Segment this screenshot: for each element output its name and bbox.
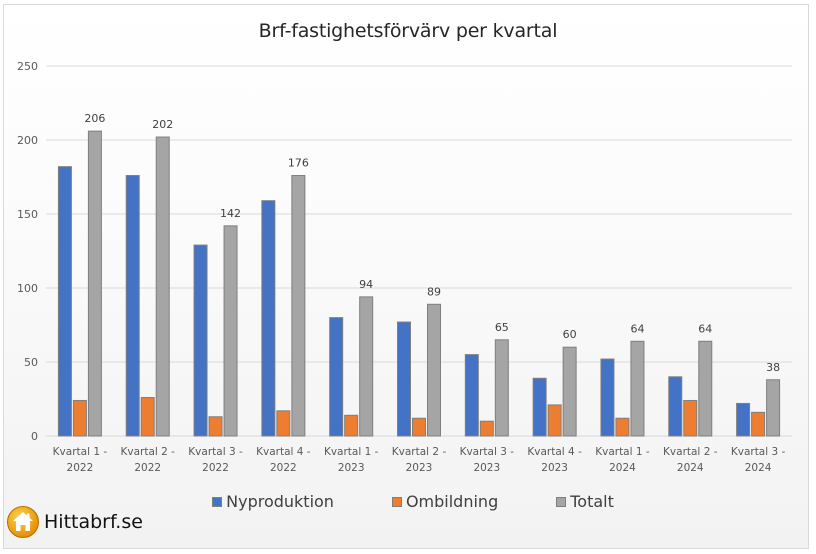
bar-nyproduktion (261, 200, 276, 437)
bar-totalt (630, 340, 645, 437)
bar-ombildning (412, 417, 426, 437)
bar-ombildning (276, 410, 291, 437)
legend-swatch (212, 496, 223, 507)
x-tick-label: 2023 (406, 462, 433, 474)
x-tick-label: Kvartal 2 - (663, 446, 718, 458)
house-icon (7, 506, 39, 538)
legend-item-ombildning: Ombildning (391, 492, 499, 511)
x-tick-label: 2022 (67, 462, 94, 474)
legend-swatch (391, 496, 402, 507)
data-label: 89 (427, 285, 441, 298)
bar-ombildning (683, 399, 698, 437)
x-tick-label: 2024 (677, 462, 704, 474)
y-tick-label: 0 (31, 430, 38, 443)
bar-nyproduktion (532, 377, 547, 437)
bar-ombildning (72, 399, 87, 437)
x-tick-label: 2022 (270, 462, 297, 474)
bar-nyproduktion (193, 244, 208, 437)
y-axis-ticks: 0 50 100 150 200 250 (17, 60, 38, 443)
bar-totalt (766, 379, 781, 437)
bar-nyproduktion (329, 317, 344, 437)
bar-ombildning (751, 411, 766, 437)
bar-nyproduktion (57, 166, 72, 437)
bar-ombildning (615, 417, 630, 437)
bar-nyproduktion (397, 321, 411, 437)
legend-swatch (556, 496, 567, 507)
bar-totalt (494, 339, 509, 437)
data-label: 202 (152, 118, 173, 131)
data-label: 38 (766, 361, 780, 374)
bar-ombildning (208, 416, 223, 437)
x-tick-label: 2022 (134, 462, 161, 474)
bar-totalt (698, 340, 713, 437)
legend-item-totalt: Totalt (556, 492, 614, 511)
brand-logo: Hittabrf.se (6, 505, 143, 539)
x-axis-categories: Kvartal 1 - 2022 Kvartal 2 - 2022 Kvartal 3 … (53, 446, 786, 474)
x-tick-label: Kvartal 3 - (731, 446, 786, 458)
brand-name: Hittabrf.se (44, 511, 143, 533)
x-tick-label: 2023 (541, 462, 568, 474)
x-tick-label: 2023 (473, 462, 500, 474)
legend-label: Nyproduktion (226, 492, 334, 511)
bar-totalt (87, 130, 102, 437)
x-tick-label: Kvartal 4 - (256, 446, 311, 458)
data-label: 176 (288, 157, 309, 170)
chart-title: Brf-fastighetsförvärv per kvartal (258, 20, 558, 42)
x-tick-label: Kvartal 1 - (53, 446, 108, 458)
data-label: 206 (84, 112, 105, 125)
y-tick-label: 100 (17, 282, 38, 295)
data-label: 65 (495, 321, 509, 334)
legend-item-nyproduktion: Nyproduktion (212, 492, 334, 511)
data-label: 94 (359, 278, 373, 291)
bar-totalt (291, 175, 306, 437)
y-tick-label: 50 (24, 356, 38, 369)
x-tick-label: Kvartal 4 - (527, 446, 582, 458)
legend-label: Ombildning (405, 492, 499, 511)
bars (57, 130, 781, 437)
legend-label: Totalt (570, 492, 614, 511)
data-label: 142 (220, 207, 241, 220)
x-tick-label: Kvartal 2 - (120, 446, 175, 458)
x-tick-label: Kvartal 3 - (460, 446, 515, 458)
legend: Nyproduktion Ombildning Totalt (0, 492, 816, 511)
data-label: 64 (630, 322, 644, 335)
bar-totalt (562, 346, 577, 437)
bar-ombildning (547, 404, 562, 437)
bar-nyproduktion (668, 376, 683, 437)
x-tick-label: Kvartal 2 - (392, 446, 447, 458)
bar-totalt (223, 225, 238, 437)
bar-totalt (359, 296, 374, 437)
bar-ombildning (344, 414, 359, 437)
x-tick-label: Kvartal 3 - (188, 446, 243, 458)
bar-nyproduktion (736, 402, 751, 437)
y-tick-label: 150 (17, 208, 38, 221)
bar-nyproduktion (600, 358, 615, 437)
y-tick-label: 250 (17, 60, 38, 73)
x-tick-label: 2024 (745, 462, 772, 474)
bar-nyproduktion (464, 354, 479, 437)
x-tick-label: 2022 (202, 462, 229, 474)
bar-totalt (427, 303, 441, 437)
x-tick-label: Kvartal 1 - (324, 446, 379, 458)
y-tick-label: 200 (17, 134, 38, 147)
data-labels: 206 202 142 176 94 89 65 60 64 64 38 (84, 112, 780, 374)
data-label: 60 (563, 328, 577, 341)
data-label: 64 (698, 322, 712, 335)
bar-nyproduktion (125, 175, 140, 437)
x-tick-label: Kvartal 1 - (595, 446, 650, 458)
x-tick-label: 2023 (338, 462, 365, 474)
bar-ombildning (479, 420, 494, 437)
bar-ombildning (140, 397, 155, 437)
x-tick-label: 2024 (609, 462, 636, 474)
bar-totalt (155, 136, 170, 437)
